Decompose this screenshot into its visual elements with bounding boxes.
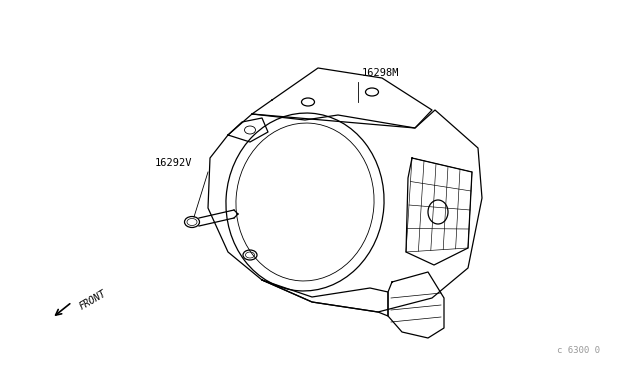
Text: FRONT: FRONT (78, 288, 108, 312)
Text: c 6300 0: c 6300 0 (557, 346, 600, 355)
Text: 16292V: 16292V (155, 158, 193, 168)
Text: 16298M: 16298M (362, 68, 399, 78)
